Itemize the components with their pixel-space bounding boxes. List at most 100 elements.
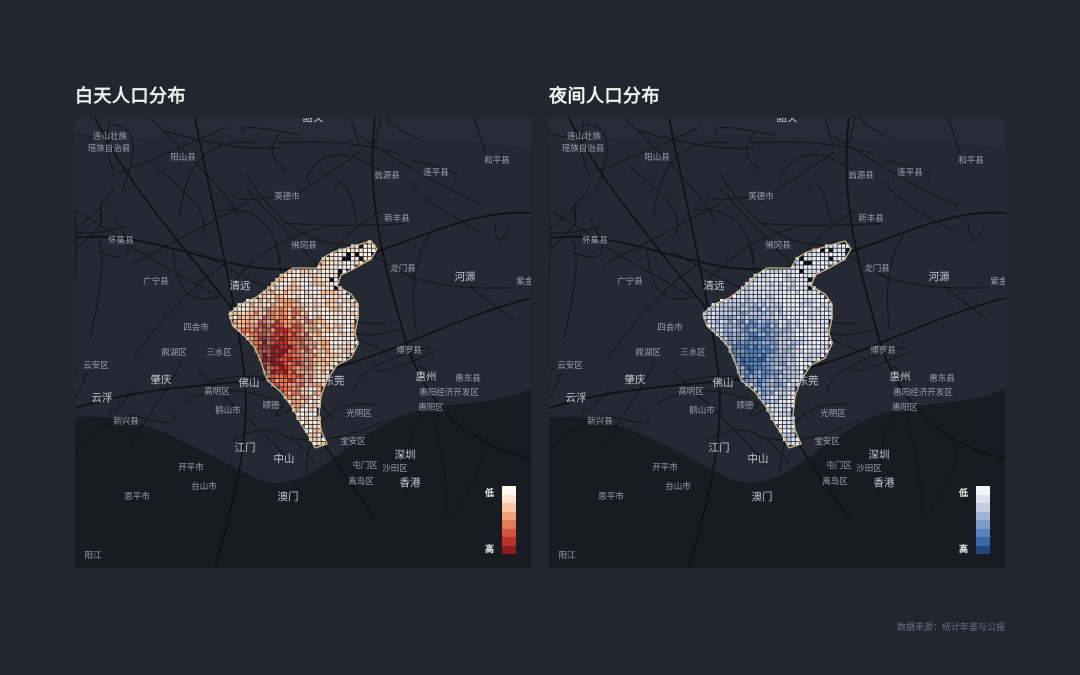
city-boundary (702, 240, 852, 449)
place-label: 新丰县 (384, 213, 410, 224)
place-label: 云安区 (83, 360, 109, 371)
legend-swatch (976, 537, 990, 546)
legend-swatch (502, 545, 516, 554)
place-label: 澳门 (751, 490, 773, 503)
place-label: 阳江 (84, 550, 102, 561)
legend-swatch (976, 494, 990, 503)
place-label: 云浮 (91, 391, 113, 404)
night-map-title: 夜间人口分布 (549, 86, 660, 107)
place-label: 翁源县 (848, 170, 874, 181)
place-label: 博罗县 (870, 345, 896, 356)
place-label: 博罗县 (396, 345, 422, 356)
place-label: 和平县 (484, 155, 510, 166)
place-label: 龙门县 (864, 263, 890, 274)
place-label: 广宁县 (617, 276, 643, 287)
place-label: 屯门区 (826, 460, 852, 471)
place-label: 新丰县 (858, 213, 884, 224)
place-label: 肇庆 (150, 373, 172, 386)
place-label: 怀集县 (108, 235, 134, 246)
place-label: 河源 (928, 270, 950, 283)
place-label: 连平县 (423, 167, 449, 178)
place-label: 沙田区 (382, 463, 408, 474)
place-label: 深圳 (868, 448, 890, 461)
place-label: 新兴县 (113, 416, 139, 427)
place-label: 香港 (873, 476, 895, 489)
place-label: 江门 (708, 441, 730, 454)
place-label: 鼎湖区 (635, 347, 661, 358)
place-label: 开平市 (652, 462, 678, 473)
place-label: 连山壮族 (92, 131, 128, 142)
city-boundary (228, 240, 378, 449)
place-label: 离岛区 (348, 476, 374, 487)
data-source-note: 数据来源：统计年鉴与公报 (896, 623, 1005, 633)
legend-swatch (976, 503, 990, 512)
legend-high-label: 高 (485, 545, 495, 555)
place-label: 龙门县 (390, 263, 416, 274)
place-label: 中山 (747, 452, 769, 465)
place-label: 恩平市 (124, 491, 150, 502)
legend-swatch (502, 520, 516, 529)
place-label: 四会市 (183, 322, 209, 333)
place-label: 鹤山市 (689, 405, 715, 416)
place-label: 中山 (273, 452, 295, 465)
legend-swatch (502, 494, 516, 503)
place-label: 澳门 (277, 490, 299, 503)
legend-swatch (502, 528, 516, 537)
place-label: 恩平市 (598, 491, 624, 502)
legend-low-label: 低 (485, 489, 495, 499)
place-label: 台山市 (191, 481, 217, 492)
place-label: 佛山 (238, 376, 260, 389)
legend-color-ramp (976, 486, 990, 554)
place-label: 沙田区 (856, 463, 882, 474)
place-label: 佛冈县 (765, 240, 791, 251)
place-label: 怀集县 (582, 235, 608, 246)
place-label: 惠东县 (929, 373, 955, 384)
place-label: 肇庆 (624, 373, 646, 386)
legend-swatch (976, 511, 990, 520)
night-legend: 低 高 (959, 486, 999, 566)
place-label: 英德市 (274, 191, 300, 202)
place-label: 清远 (229, 279, 251, 292)
place-label: 台山市 (665, 481, 691, 492)
place-label: 宝安区 (340, 436, 366, 447)
place-label: 紫金 (516, 276, 531, 287)
place-label: 四会市 (657, 322, 683, 333)
legend-swatch (502, 486, 516, 495)
place-label: 屯门区 (352, 460, 378, 471)
place-label: 阳山县 (644, 152, 670, 163)
place-label: 佛冈县 (291, 240, 317, 251)
legend-low-label: 低 (959, 489, 969, 499)
legend-color-ramp (502, 486, 516, 554)
place-label: 瑶族自治县 (561, 143, 605, 154)
place-label: 河源 (454, 270, 476, 283)
place-label: 惠州 (889, 370, 911, 383)
legend-swatch (976, 486, 990, 495)
legend-swatch (502, 511, 516, 520)
place-label: 光明区 (346, 408, 372, 419)
place-label: 顺德 (262, 400, 280, 411)
place-label: 英德市 (748, 191, 774, 202)
place-label: 惠阳经济开发区 (893, 387, 953, 398)
place-label: 顺德 (736, 400, 754, 411)
day-legend: 低 高 (485, 486, 525, 566)
place-label: 惠州 (415, 370, 437, 383)
legend-swatch (502, 537, 516, 546)
place-label: 鼎湖区 (161, 347, 187, 358)
place-label: 惠东县 (455, 373, 481, 384)
sea-area (75, 388, 531, 568)
place-label: 三水区 (680, 347, 706, 358)
place-label: 三水区 (206, 347, 232, 358)
place-label: 惠阳区 (892, 402, 918, 413)
place-label: 广宁县 (143, 276, 169, 287)
place-label: 江门 (234, 441, 256, 454)
place-label: 瑶族自治县 (87, 143, 131, 154)
place-label: 惠阳区 (418, 402, 444, 413)
place-label: 东莞 (323, 374, 345, 387)
legend-swatch (502, 503, 516, 512)
place-label: 鹤山市 (215, 405, 241, 416)
legend-high-label: 高 (959, 545, 969, 555)
place-label: 惠阳经济开发区 (419, 387, 479, 398)
place-label: 翁源县 (374, 170, 400, 181)
